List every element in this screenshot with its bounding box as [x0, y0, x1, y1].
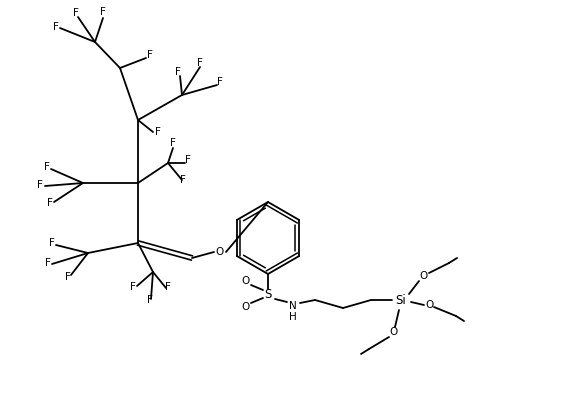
Text: O: O: [242, 302, 250, 312]
Text: F: F: [165, 282, 171, 292]
Text: S: S: [264, 288, 272, 301]
Text: O: O: [242, 276, 250, 286]
Text: H: H: [289, 312, 297, 322]
Text: F: F: [73, 8, 79, 18]
Text: F: F: [47, 198, 53, 208]
Text: F: F: [53, 22, 59, 32]
Text: F: F: [170, 138, 176, 148]
Text: F: F: [155, 127, 161, 137]
Text: F: F: [100, 7, 106, 17]
Text: F: F: [180, 175, 186, 185]
Text: F: F: [175, 67, 181, 77]
Text: F: F: [197, 58, 203, 68]
Text: F: F: [185, 155, 191, 165]
Text: F: F: [147, 50, 153, 60]
Text: F: F: [45, 258, 51, 268]
Text: F: F: [37, 180, 43, 190]
Text: O: O: [216, 247, 224, 257]
Text: O: O: [420, 271, 428, 281]
Text: O: O: [389, 327, 397, 337]
Text: N: N: [289, 301, 297, 311]
Text: F: F: [44, 162, 50, 172]
Text: F: F: [147, 295, 153, 305]
Text: F: F: [49, 238, 55, 248]
Text: O: O: [425, 300, 433, 310]
Text: Si: Si: [396, 294, 407, 307]
Text: F: F: [130, 282, 136, 292]
Text: F: F: [65, 272, 71, 282]
Text: F: F: [217, 77, 223, 87]
